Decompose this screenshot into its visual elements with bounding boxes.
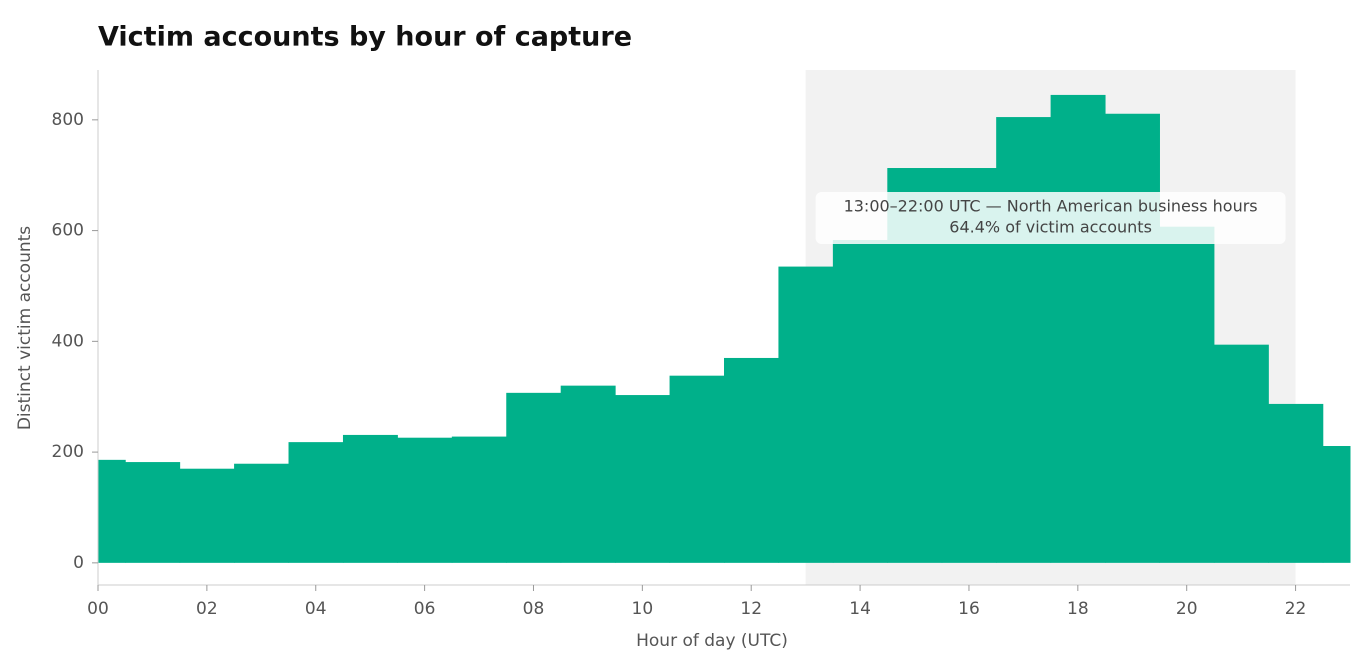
- x-tick-label: 18: [1067, 599, 1089, 619]
- x-tick-label: 22: [1285, 599, 1307, 619]
- x-tick-label: 14: [849, 599, 871, 619]
- y-tick-label: 800: [52, 110, 84, 130]
- step-bar: [1105, 113, 1160, 563]
- x-tick-label: 16: [958, 599, 980, 619]
- y-tick-label: 400: [52, 331, 84, 351]
- annotation-text: 64.4% of victim accounts: [949, 218, 1152, 237]
- annotation-box: [815, 192, 1286, 244]
- x-tick-label: 12: [740, 599, 762, 619]
- x-axis-label: Hour of day (UTC): [636, 631, 788, 651]
- x-tick-label: 10: [632, 599, 654, 619]
- step-bar: [1268, 403, 1324, 563]
- x-tick-label: 02: [196, 599, 218, 619]
- step-bar: [451, 436, 507, 563]
- chart-title: Victim accounts by hour of capture: [98, 22, 632, 53]
- step-bar: [778, 266, 834, 563]
- step-bar: [506, 392, 562, 563]
- y-axis-label: Distinct victim accounts: [15, 226, 35, 430]
- step-bar: [125, 462, 181, 563]
- step-bar: [1159, 226, 1215, 563]
- step-bar: [288, 442, 344, 563]
- step-bar: [342, 434, 398, 563]
- annotation-text: 13:00–22:00 UTC — North American busines…: [844, 197, 1258, 216]
- step-bar: [832, 240, 888, 563]
- x-tick-label: 08: [523, 599, 545, 619]
- x-tick-label: 06: [414, 599, 436, 619]
- step-bar: [1050, 94, 1106, 563]
- y-tick-label: 600: [52, 221, 84, 241]
- step-bar: [560, 385, 616, 563]
- x-tick-label: 20: [1176, 599, 1198, 619]
- step-bar: [996, 117, 1052, 563]
- step-bar: [234, 463, 290, 563]
- step-bar: [98, 459, 126, 563]
- y-tick-label: 200: [52, 442, 84, 462]
- y-tick-label: 0: [73, 553, 84, 573]
- step-bar: [615, 395, 671, 563]
- step-bar: [724, 357, 779, 563]
- x-tick-label: 00: [87, 599, 109, 619]
- step-bar: [1213, 344, 1269, 563]
- step-bar: [397, 437, 453, 563]
- step-bar: [669, 375, 725, 563]
- x-tick-label: 04: [305, 599, 327, 619]
- step-bar: [179, 468, 235, 563]
- step-bar: [1322, 446, 1351, 563]
